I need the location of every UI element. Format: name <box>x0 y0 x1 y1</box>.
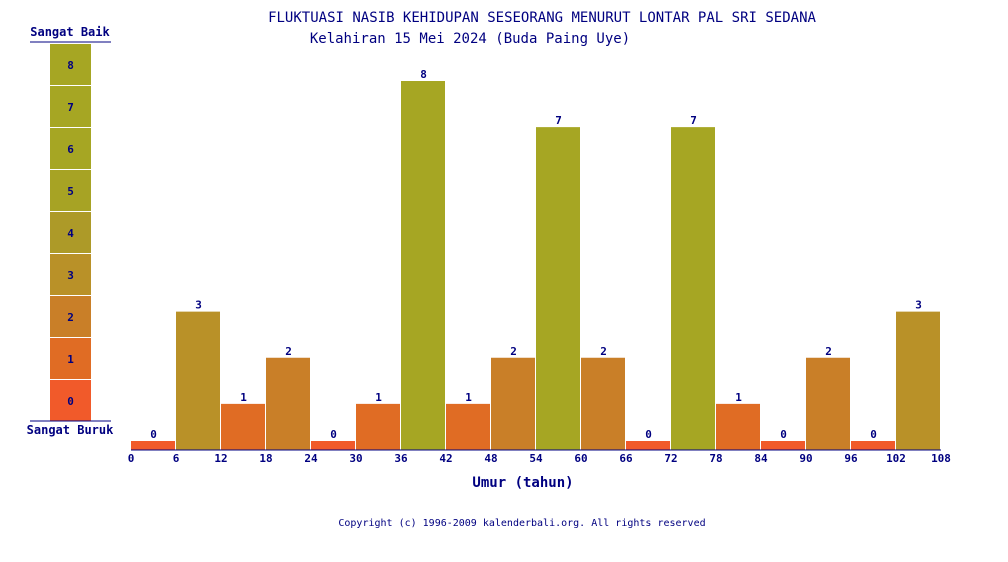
x-tick-label-108: 108 <box>931 452 951 465</box>
x-tick-label-42: 42 <box>439 452 452 465</box>
x-tick-label-60: 60 <box>574 452 587 465</box>
value-label-15: 2 <box>825 345 832 358</box>
bar-84-90 <box>761 441 805 450</box>
bar-66-72 <box>626 441 670 450</box>
legend-bottom-label: Sangat Buruk <box>27 423 114 437</box>
chart-subtitle: Kelahiran 15 Mei 2024 (Buda Paing Uye) <box>310 31 630 47</box>
bar-102-108 <box>896 311 940 450</box>
legend-cell-2 <box>50 296 91 337</box>
x-tick-label-96: 96 <box>844 452 858 465</box>
legend-cell-label-8: 8 <box>67 59 74 72</box>
x-tick-label-18: 18 <box>259 452 272 465</box>
value-label-2: 1 <box>240 391 247 404</box>
legend-cell-label-1: 1 <box>67 353 74 366</box>
bar-0-6 <box>131 441 175 450</box>
x-tick-label-30: 30 <box>349 452 362 465</box>
bar-12-18 <box>221 403 265 450</box>
legend-cell-0 <box>50 380 91 421</box>
value-label-5: 1 <box>375 391 382 404</box>
value-label-1: 3 <box>195 299 202 312</box>
value-label-6: 8 <box>420 68 427 81</box>
legend-cell-label-0: 0 <box>67 395 74 408</box>
legend-cell-label-3: 3 <box>67 269 74 282</box>
bar-54-60 <box>536 127 580 450</box>
value-label-13: 1 <box>735 391 742 404</box>
legend-cell-6 <box>50 128 91 169</box>
bar-96-102 <box>851 441 895 450</box>
legend-top-label: Sangat Baik <box>30 25 110 39</box>
bar-18-24 <box>266 357 310 450</box>
legend-cell-1 <box>50 338 91 379</box>
x-tick-label-48: 48 <box>484 452 497 465</box>
x-tick-label-24: 24 <box>304 452 318 465</box>
chart-title: FLUKTUASI NASIB KEHIDUPAN SESEORANG MENU… <box>268 10 816 26</box>
legend-cells: 8 7 6 5 4 3 2 1 0 <box>50 44 91 421</box>
legend-cell-label-5: 5 <box>67 185 74 198</box>
bar-36-42 <box>401 81 445 450</box>
x-tick-label-102: 102 <box>886 452 906 465</box>
value-label-17: 3 <box>915 299 922 312</box>
x-tick-label-6: 6 <box>173 452 180 465</box>
x-tick-label-36: 36 <box>394 452 408 465</box>
bar-60-66 <box>581 357 625 450</box>
bar-48-54 <box>491 357 535 450</box>
bar-6-12 <box>176 311 220 450</box>
legend-cell-4 <box>50 212 91 253</box>
x-tick-label-78: 78 <box>709 452 722 465</box>
value-label-10: 2 <box>600 345 607 358</box>
fortune-scale-legend: Sangat Baik 8 7 6 5 4 3 2 1 0 Sangat Buruk <box>27 25 114 437</box>
legend-cell-label-4: 4 <box>67 227 74 240</box>
bar-78-84 <box>716 403 760 450</box>
value-label-7: 1 <box>465 391 472 404</box>
bar-30-36 <box>356 403 400 450</box>
bar-90-96 <box>806 357 850 450</box>
legend-cell-label-6: 6 <box>67 143 74 156</box>
legend-cell-5 <box>50 170 91 211</box>
value-label-0: 0 <box>150 428 157 441</box>
x-tick-label-90: 90 <box>799 452 812 465</box>
value-label-4: 0 <box>330 428 337 441</box>
value-label-9: 7 <box>555 114 562 127</box>
x-axis-label: Umur (tahun) <box>472 475 573 491</box>
value-label-3: 2 <box>285 345 292 358</box>
value-label-14: 0 <box>780 428 787 441</box>
x-tick-label-12: 12 <box>214 452 227 465</box>
x-tick-label-0: 0 <box>128 452 135 465</box>
x-tick-label-54: 54 <box>529 452 543 465</box>
value-label-11: 0 <box>645 428 652 441</box>
legend-cell-3 <box>50 254 91 295</box>
bar-24-30 <box>311 441 355 450</box>
legend-cell-8 <box>50 44 91 85</box>
copyright-text: Copyright (c) 1996-2009 kalenderbali.org… <box>338 518 705 529</box>
x-tick-label-72: 72 <box>664 452 677 465</box>
bars-group <box>131 81 940 450</box>
x-tick-label-66: 66 <box>619 452 633 465</box>
legend-cell-label-2: 2 <box>67 311 74 324</box>
bar-42-48 <box>446 403 490 450</box>
legend-cell-7 <box>50 86 91 127</box>
value-label-16: 0 <box>870 428 877 441</box>
bar-72-78 <box>671 127 715 450</box>
x-ticks-group: 0 6 12 18 24 30 36 42 48 54 60 66 72 78 84 90 96 102 108 <box>128 452 951 465</box>
x-tick-label-84: 84 <box>754 452 768 465</box>
value-label-8: 2 <box>510 345 517 358</box>
value-label-12: 7 <box>690 114 697 127</box>
legend-cell-label-7: 7 <box>67 101 74 114</box>
